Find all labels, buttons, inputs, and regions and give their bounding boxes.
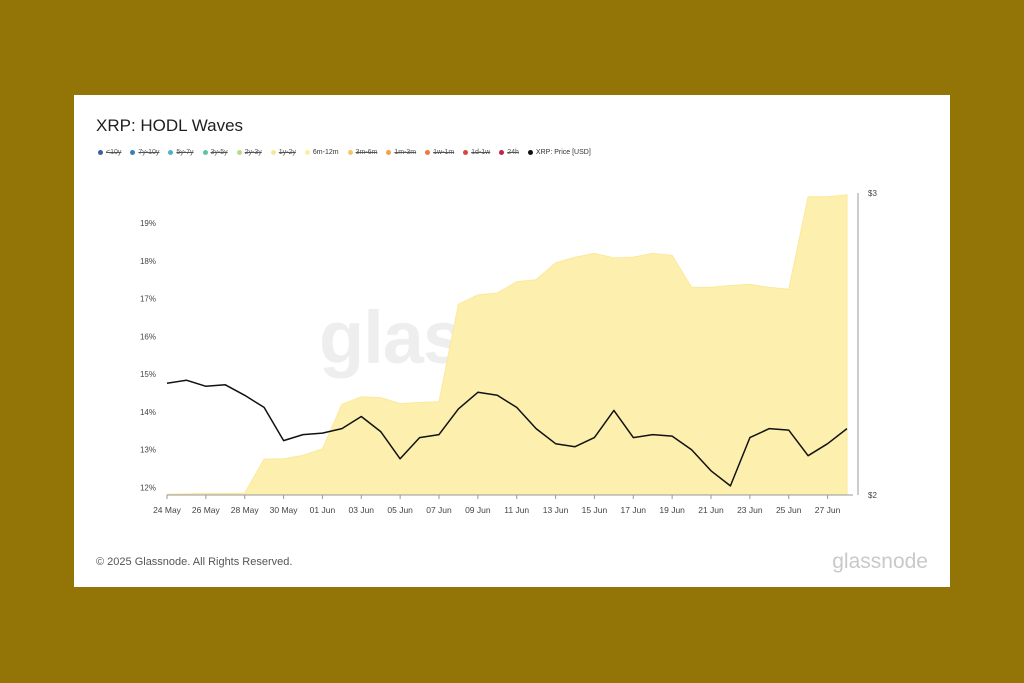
copyright-footer: © 2025 Glassnode. All Rights Reserved. [96, 556, 293, 568]
legend-label: 1y-2y [278, 149, 296, 156]
legend-dot-icon [236, 150, 242, 155]
x-tick-label: 09 Jun [465, 505, 491, 515]
x-tick-label: 28 May [231, 505, 260, 515]
legend: <10y 7y-10y 5y-7y 3y-5y 2y-3y 1y-2y 6m-12m 3m-6… [98, 149, 600, 156]
legend-dot-icon [270, 150, 276, 155]
x-tick-label: 30 May [270, 505, 299, 515]
y-right-tick-label: $2 [868, 491, 877, 500]
legend-item[interactable]: 3m-6m [347, 149, 378, 156]
x-tick-label: 24 May [153, 505, 182, 515]
legend-label: 2y-3y [244, 149, 262, 156]
legend-item[interactable]: 3y-5y [202, 149, 228, 156]
chart-card: XRP: HODL Waves <10y 7y-10y 5y-7y 3y-5y 2y-3… [74, 95, 950, 587]
legend-item[interactable]: 1w-1m [425, 149, 454, 156]
legend-label: 6m-12m [312, 149, 339, 156]
legend-dot-icon [425, 150, 431, 155]
x-tick-label: 11 Jun [504, 505, 529, 515]
x-tick-label: 25 Jun [776, 505, 802, 515]
y-left-tick-label: 13% [140, 446, 156, 455]
hodl-waves-chart: 12% 13% 14% 15% 16% 17% 18% 19% $2 $3 24 May 26 May… [140, 189, 877, 515]
y-left-tick-label: 19% [140, 219, 156, 228]
y-left-tick-label: 17% [140, 295, 156, 304]
y-right-tick-label: $3 [868, 189, 877, 198]
legend-item[interactable]: 2y-3y [236, 149, 262, 156]
legend-item[interactable]: XRP: Price [USD] [527, 149, 591, 156]
legend-dot-icon [463, 150, 469, 155]
price-line-series [166, 379, 848, 487]
y-left-tick-label: 12% [140, 483, 156, 492]
legend-label: 1d-1w [471, 149, 491, 156]
x-tick-label: 21 Jun [698, 505, 724, 515]
legend-dot-icon [386, 150, 392, 155]
legend-dot-icon [499, 150, 505, 155]
legend-item[interactable]: 5y-7y [168, 149, 194, 156]
legend-item[interactable]: 6m-12m [304, 149, 339, 156]
legend-item[interactable]: 7y-10y [130, 149, 159, 156]
legend-item[interactable]: 1m-3m [386, 149, 416, 156]
x-tick-label: 03 Jun [349, 505, 375, 515]
x-tick-label: 23 Jun [737, 505, 763, 515]
legend-dot-icon [98, 150, 103, 155]
legend-dot-icon [347, 150, 353, 155]
legend-dot-icon [130, 150, 136, 155]
x-tick-label: 27 Jun [815, 505, 841, 515]
legend-item[interactable]: <10y [98, 149, 121, 156]
legend-label: <10y [106, 149, 122, 156]
x-tick-label: 01 Jun [310, 505, 336, 515]
area-series-6m-12m [166, 194, 848, 496]
legend-label: 1w-1m [433, 149, 455, 156]
legend-label: XRP: Price [USD] [535, 149, 591, 156]
legend-dot-icon [168, 150, 174, 155]
x-tick-label: 05 Jun [387, 505, 413, 515]
legend-dot-icon [527, 150, 533, 155]
y-left-tick-label: 18% [140, 257, 156, 266]
chart-title: XRP: HODL Waves [96, 116, 244, 135]
legend-item[interactable]: 24h [499, 149, 519, 156]
legend-label: 3y-5y [210, 149, 228, 156]
x-tick-label: 07 Jun [426, 505, 452, 515]
legend-dot-icon [202, 150, 208, 155]
legend-label: 3m-6m [355, 149, 378, 156]
legend-item[interactable]: 1d-1w [463, 149, 490, 156]
y-left-tick-label: 14% [140, 408, 156, 417]
x-tick-label: 15 Jun [582, 505, 608, 515]
brand-logo: glassnode [832, 550, 928, 573]
legend-label: 1m-3m [394, 149, 417, 156]
legend-label: 24h [507, 149, 519, 156]
legend-label: 7y-10y [138, 149, 160, 156]
legend-item[interactable]: 1y-2y [270, 149, 296, 156]
x-tick-label: 19 Jun [659, 505, 685, 515]
y-left-tick-label: 15% [140, 370, 156, 379]
legend-label: 5y-7y [176, 149, 194, 156]
x-tick-label: 26 May [192, 505, 221, 515]
y-left-tick-label: 16% [140, 332, 156, 341]
x-tick-label: 17 Jun [621, 505, 647, 515]
x-tick-label: 13 Jun [543, 505, 569, 515]
legend-dot-icon [304, 150, 310, 155]
